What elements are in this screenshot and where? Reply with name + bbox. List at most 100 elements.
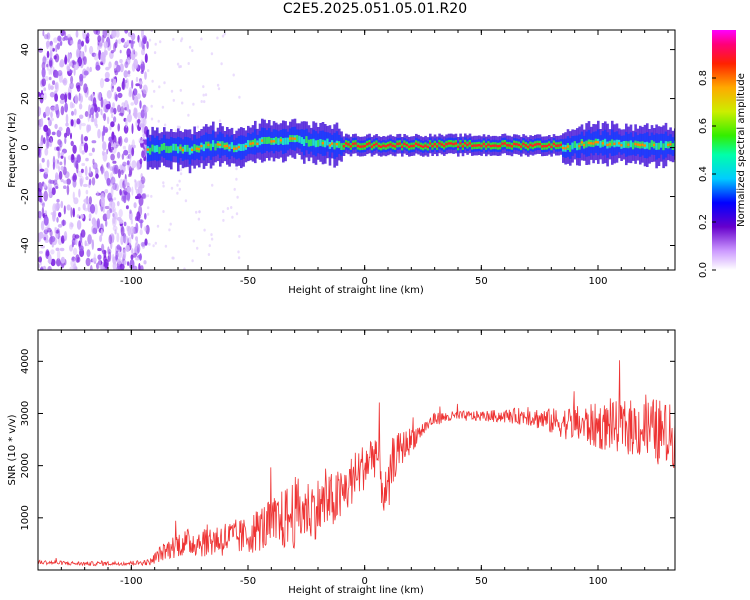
noise-speck xyxy=(86,124,90,133)
noise-speck xyxy=(130,254,134,260)
noise-speck xyxy=(85,257,91,267)
noise-speck xyxy=(135,222,139,234)
noise-speck xyxy=(123,260,127,265)
noise-speck-faint xyxy=(238,95,241,99)
noise-speck xyxy=(125,205,129,210)
ridge-peak xyxy=(468,142,472,145)
noise-speck xyxy=(77,206,81,212)
noise-speck xyxy=(142,84,148,95)
noise-speck xyxy=(64,102,68,113)
noise-speck-faint xyxy=(162,181,165,185)
ridge-peak xyxy=(562,146,565,150)
ridge-peak xyxy=(457,145,460,148)
ridge-core xyxy=(314,140,318,148)
noise-speck xyxy=(109,201,113,206)
noise-speck-faint xyxy=(237,256,241,260)
noise-speck-faint xyxy=(198,210,201,214)
noise-speck xyxy=(75,160,79,170)
ridge-peak xyxy=(191,148,194,152)
snr-plot-area xyxy=(38,330,675,570)
noise-speck xyxy=(79,73,84,82)
y-tick-label: 4000 xyxy=(20,349,31,374)
ridge-peak xyxy=(443,144,446,148)
noise-speck-faint xyxy=(200,37,203,41)
ridge-peak xyxy=(328,144,332,147)
noise-speck xyxy=(84,165,88,177)
noise-speck xyxy=(144,238,148,246)
noise-speck xyxy=(39,250,43,254)
ridge-peak xyxy=(515,143,518,146)
ridge-core xyxy=(165,145,168,153)
noise-speck xyxy=(69,244,73,252)
noise-speck xyxy=(90,107,95,116)
y-tick-label: -20 xyxy=(20,188,31,204)
noise-speck xyxy=(50,85,54,90)
ridge-peak xyxy=(226,144,229,147)
ridge-core xyxy=(221,141,224,149)
ridge-core xyxy=(186,144,189,152)
noise-speck xyxy=(104,78,110,82)
ridge-peak xyxy=(536,142,539,146)
noise-speck xyxy=(72,207,76,218)
noise-speck xyxy=(101,249,107,255)
ridge-core xyxy=(263,137,266,144)
noise-speck-faint xyxy=(221,34,225,38)
noise-speck xyxy=(139,123,144,128)
colorbar-ticks: 0.0 0.2 0.4 0.6 0.8 xyxy=(698,70,716,278)
ridge-core xyxy=(151,144,154,152)
noise-speck xyxy=(143,37,147,45)
noise-speck xyxy=(110,121,115,128)
noise-speck-faint xyxy=(162,184,165,188)
noise-speck-faint xyxy=(217,87,221,91)
noise-speck xyxy=(109,233,115,243)
noise-speck xyxy=(58,212,62,218)
ridge-core xyxy=(167,146,171,154)
noise-speck xyxy=(54,123,58,129)
ridge-core xyxy=(655,143,658,150)
noise-speck xyxy=(103,113,107,122)
noise-speck xyxy=(79,144,82,154)
noise-speck xyxy=(59,161,63,166)
noise-speck xyxy=(135,188,140,194)
ridge-peak xyxy=(618,142,621,145)
noise-speck-faint xyxy=(150,104,153,108)
ridge-peak xyxy=(237,145,241,149)
noise-speck xyxy=(103,41,109,49)
ridge-peak xyxy=(522,142,525,146)
noise-speck xyxy=(118,112,124,116)
noise-speck-faint xyxy=(171,256,174,260)
ridge-peak xyxy=(356,144,360,148)
noise-speck-faint xyxy=(179,88,182,92)
noise-speck xyxy=(79,114,84,120)
ridge-peak xyxy=(459,142,462,145)
noise-speck xyxy=(118,209,123,218)
noise-speck xyxy=(113,116,117,123)
ridge-peak xyxy=(261,139,264,142)
noise-speck xyxy=(115,93,118,102)
snr-panel: -100 -50 0 50 100 1000 2000 3000 4000 Height of … xyxy=(7,329,676,596)
noise-speck xyxy=(51,187,56,196)
noise-speck xyxy=(106,162,111,169)
noise-speck-faint xyxy=(159,40,162,44)
noise-speck xyxy=(146,41,149,50)
noise-speck-faint xyxy=(147,206,150,210)
ridge-peak xyxy=(219,143,222,146)
ridge-peak xyxy=(200,144,203,148)
ridge-peak xyxy=(447,142,451,145)
noise-speck xyxy=(126,160,130,166)
colorbar-tick-label: 0.6 xyxy=(698,118,709,134)
noise-speck xyxy=(42,30,45,37)
noise-speck xyxy=(43,137,46,145)
noise-speck xyxy=(88,213,92,220)
noise-speck xyxy=(44,167,49,175)
ridge-core xyxy=(209,143,213,151)
noise-speck xyxy=(72,179,77,188)
noise-speck-faint xyxy=(235,212,239,216)
noise-speck-faint xyxy=(211,183,214,187)
noise-speck xyxy=(138,219,144,224)
ridge-core xyxy=(571,142,574,150)
noise-speck-faint xyxy=(179,65,182,68)
noise-speck xyxy=(91,177,96,186)
noise-speck xyxy=(108,197,114,203)
ridge-core xyxy=(573,141,577,148)
